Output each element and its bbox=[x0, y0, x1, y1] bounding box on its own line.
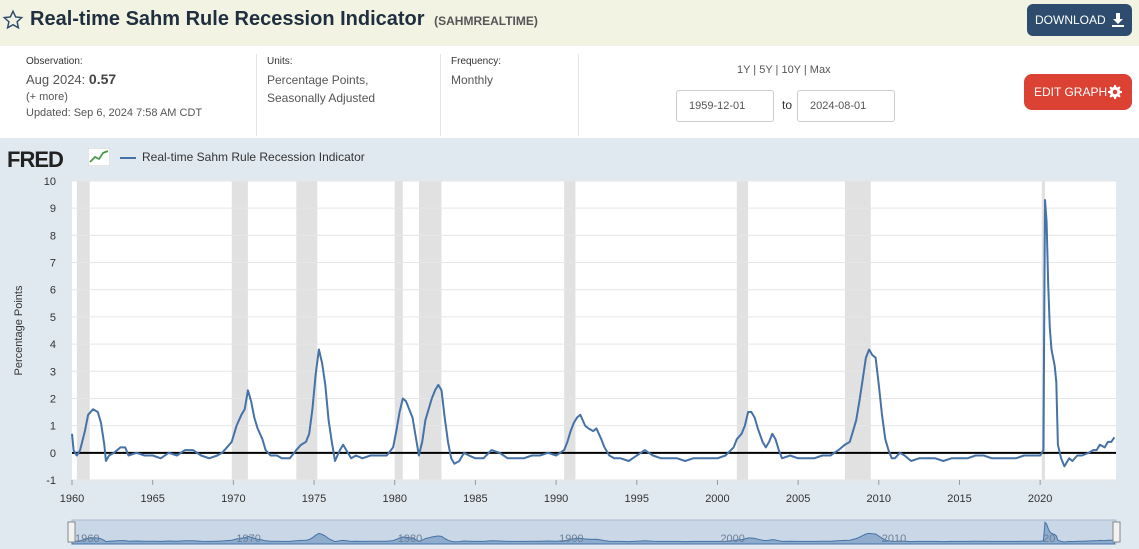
units-line2: Seasonally Adjusted bbox=[267, 91, 376, 105]
page-header: Real-time Sahm Rule Recession Indicator … bbox=[0, 0, 1139, 46]
x-tick-label: 1980 bbox=[382, 493, 406, 505]
observation-block: Observation: Aug 2024: 0.57 (+ more) Upd… bbox=[26, 56, 202, 119]
updated-text: Updated: Sep 6, 2024 7:58 AM CDT bbox=[26, 107, 203, 119]
to-label: to bbox=[782, 98, 793, 112]
navigator-series bbox=[71, 521, 1115, 545]
edit-graph-label: EDIT GRAPH bbox=[1034, 85, 1108, 99]
navigator-label: 1980 bbox=[398, 533, 422, 545]
x-tick-label: 2015 bbox=[947, 493, 971, 505]
navigator-label: 1970 bbox=[236, 533, 260, 545]
x-tick-label: 2005 bbox=[786, 493, 810, 505]
x-tick-label: 2010 bbox=[867, 493, 891, 505]
series-meta: Observation: Aug 2024: 0.57 (+ more) Upd… bbox=[0, 46, 1139, 138]
recession-band bbox=[736, 181, 749, 480]
units-line1: Percentage Points, bbox=[267, 73, 369, 87]
y-axis-label: Percentage Points bbox=[13, 285, 25, 375]
gear-icon bbox=[1108, 85, 1122, 99]
navigator-handle-right bbox=[1112, 521, 1121, 543]
navigator-label: 1960 bbox=[75, 533, 99, 545]
observation-period: Aug 2024: bbox=[26, 72, 86, 87]
y-tick-label: 5 bbox=[50, 312, 56, 324]
x-tick-label: 1995 bbox=[625, 493, 649, 505]
download-label: DOWNLOAD bbox=[1035, 13, 1106, 27]
recession-band bbox=[231, 181, 248, 480]
navigator-label: 1990 bbox=[559, 533, 583, 545]
edit-graph-button[interactable]: EDIT GRAPH bbox=[1024, 74, 1132, 110]
x-tick-label: 1990 bbox=[544, 493, 568, 505]
units-label: Units: bbox=[267, 56, 293, 67]
series-title: Real-time Sahm Rule Recession Indicator bbox=[30, 8, 425, 30]
recession-band bbox=[844, 181, 871, 480]
divider bbox=[578, 54, 579, 136]
y-tick-label: 2 bbox=[50, 393, 56, 405]
recession-band bbox=[418, 181, 442, 480]
units-block: Units: Percentage Points, Seasonally Adj… bbox=[267, 56, 375, 107]
download-button[interactable]: DOWNLOAD bbox=[1027, 4, 1132, 36]
fred-chart-icon bbox=[88, 148, 110, 166]
y-tick-label: 6 bbox=[50, 285, 56, 297]
page-title: Real-time Sahm Rule Recession Indicator … bbox=[30, 8, 538, 31]
x-tick-label: 1985 bbox=[463, 493, 487, 505]
navigator-label: 2000 bbox=[720, 533, 744, 545]
frequency-value: Monthly bbox=[451, 73, 494, 87]
start-date-input[interactable]: 1959-12-01 bbox=[676, 90, 774, 122]
star-icon[interactable] bbox=[2, 9, 24, 31]
legend: Real-time Sahm Rule Recession Indicator bbox=[120, 150, 365, 164]
observation-number: 0.57 bbox=[88, 71, 117, 87]
recession-band bbox=[296, 181, 318, 480]
y-tick-label: 3 bbox=[50, 366, 56, 378]
legend-swatch bbox=[120, 156, 136, 159]
recession-band bbox=[564, 181, 576, 480]
x-tick-label: 1970 bbox=[221, 493, 245, 505]
plot-background bbox=[72, 181, 1116, 480]
legend-label: Real-time Sahm Rule Recession Indicator bbox=[142, 150, 365, 164]
frequency-block: Frequency: Monthly bbox=[451, 56, 501, 89]
x-tick-label: 2000 bbox=[705, 493, 729, 505]
end-date-input[interactable]: 2024-08-01 bbox=[797, 90, 895, 122]
more-link[interactable]: (+ more) bbox=[26, 91, 68, 103]
line-chart[interactable]: -1 0 1 2 3 4 5 6 7 8 9 10 1960 1965 1970 1975 1980 1985 19… bbox=[0, 138, 1139, 549]
fred-logo: FRED bbox=[7, 147, 64, 172]
navigator-label: 20 bbox=[1043, 533, 1055, 545]
series-id: (SAHMREALTIME) bbox=[434, 14, 538, 28]
observation-value: Aug 2024: 0.57 bbox=[26, 71, 202, 87]
recession-band bbox=[394, 181, 403, 480]
download-icon bbox=[1112, 13, 1124, 27]
y-tick-label: 0 bbox=[50, 448, 56, 460]
y-tick-label: 9 bbox=[50, 203, 56, 215]
y-tick-label: 1 bbox=[50, 421, 56, 433]
x-tick-label: 1960 bbox=[60, 493, 84, 505]
range-links[interactable]: 1Y | 5Y | 10Y | Max bbox=[737, 64, 831, 76]
recession-band bbox=[76, 181, 90, 480]
x-tick-label: 1975 bbox=[302, 493, 326, 505]
y-tick-label: 8 bbox=[50, 230, 56, 242]
navigator-handle-left bbox=[67, 521, 76, 543]
observation-label: Observation: bbox=[26, 56, 83, 67]
divider bbox=[256, 54, 257, 136]
x-tick-label: 1965 bbox=[140, 493, 164, 505]
y-tick-label: 4 bbox=[50, 339, 56, 351]
series-line bbox=[71, 199, 1116, 468]
divider bbox=[440, 54, 441, 136]
y-tick-label: 7 bbox=[50, 258, 56, 270]
x-tick-label: 2020 bbox=[1028, 493, 1052, 505]
y-tick-label: -1 bbox=[46, 475, 56, 487]
y-tick-label: 10 bbox=[44, 176, 56, 188]
navigator-label: 2010 bbox=[882, 533, 906, 545]
frequency-label: Frequency: bbox=[451, 56, 502, 67]
